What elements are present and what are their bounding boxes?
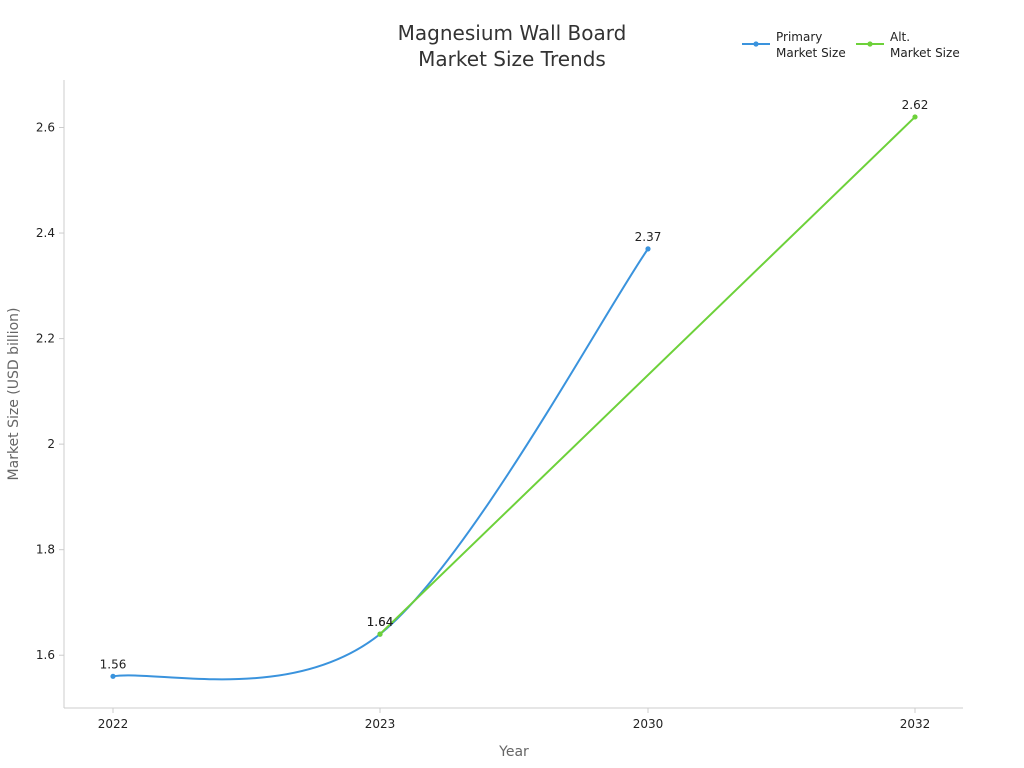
data-label: 2.62 xyxy=(902,98,929,112)
legend: Primary Market Size Alt. Market Size xyxy=(742,30,960,60)
legend-label: Alt. xyxy=(890,30,910,44)
legend-swatch-marker xyxy=(867,41,873,47)
y-tick-label: 2.4 xyxy=(36,226,55,240)
data-label-layer: 1.561.642.371.642.62 xyxy=(100,98,929,671)
y-tick-label: 2.6 xyxy=(36,120,55,134)
series-line-1 xyxy=(379,116,916,635)
x-tick-label: 2022 xyxy=(98,717,129,731)
x-tick-label: 2032 xyxy=(900,717,931,731)
data-label: 2.37 xyxy=(635,230,662,244)
data-point xyxy=(912,114,918,120)
legend-swatch-marker xyxy=(753,41,759,47)
legend-label: Primary xyxy=(776,30,822,44)
x-axis-title: Year xyxy=(498,744,529,760)
data-point xyxy=(377,631,383,637)
y-axis-ticks: 1.6 1.8 2 2.2 2.4 2.6 xyxy=(36,120,64,662)
x-tick-label: 2030 xyxy=(633,717,664,731)
series-layer xyxy=(110,114,918,681)
legend-label: Market Size xyxy=(890,46,960,60)
data-point xyxy=(110,673,116,679)
data-point xyxy=(645,246,651,252)
x-tick-label: 2023 xyxy=(365,717,396,731)
data-label: 1.64 xyxy=(367,615,394,629)
legend-label: Market Size xyxy=(776,46,846,60)
chart-title-line-1: Magnesium Wall Board xyxy=(398,21,627,45)
y-tick-label: 2.2 xyxy=(36,332,55,346)
y-tick-label: 2 xyxy=(47,437,55,451)
data-label: 1.64 xyxy=(367,615,394,629)
data-label: 1.56 xyxy=(100,657,127,671)
y-tick-label: 1.6 xyxy=(36,648,55,662)
x-axis-ticks: 2022 2023 2030 2032 xyxy=(98,708,931,731)
y-axis-title: Market Size (USD billion) xyxy=(6,308,22,481)
chart-title-line-2: Market Size Trends xyxy=(418,47,606,71)
y-tick-label: 1.8 xyxy=(36,543,55,557)
